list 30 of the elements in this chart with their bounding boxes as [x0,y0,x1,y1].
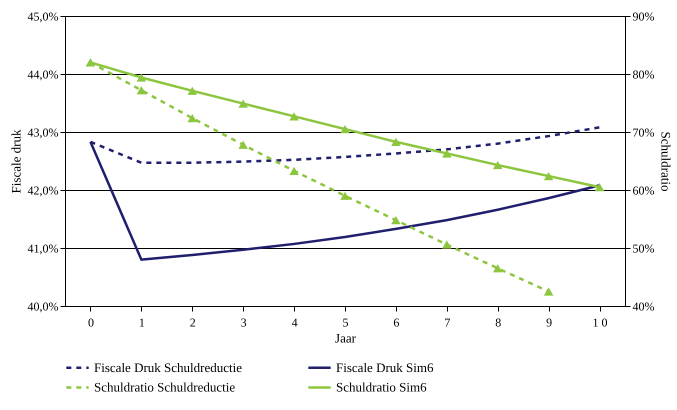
x-tick-label: 2 [190,316,196,330]
y2-tick-label: 40% [632,300,654,314]
y-tick-label: 41,0% [28,242,58,256]
legend-label: Fiscale Druk Sim6 [336,360,434,375]
y2-axis-title: Schuldratio [658,132,674,192]
x-tick-label: 5 [342,316,348,330]
x-axis-title: Jaar [335,330,357,346]
x-tick-label: 6 [393,316,400,330]
y-tick-label: 43,0% [28,126,58,140]
legend-label: Schuldratio Sim6 [336,380,428,394]
y-tick-label: 45,0% [28,10,58,24]
x-tick-label: 1 0 [592,316,608,330]
x-tick-label: 4 [292,316,298,330]
x-tick-label: 3 [240,316,247,330]
x-tick-label: 1 [138,316,145,330]
x-tick-label: 8 [495,316,502,330]
x-tick-label: 0 [88,316,94,330]
y-tick-label: 44,0% [28,68,58,82]
x-tick-label: 7 [444,316,450,330]
y2-tick-label: 60% [632,184,654,198]
x-tick-label: 9 [546,316,552,330]
y2-tick-label: 50% [632,242,654,256]
y-tick-label: 40,0% [28,300,58,314]
y2-tick-label: 70% [632,126,654,140]
y2-tick-label: 80% [632,68,654,82]
y-tick-label: 42,0% [28,184,58,198]
legend-label: Schuldratio Schuldreductie [94,380,236,394]
y-axis-title: Fiscale druk [8,129,24,194]
y2-tick-label: 90% [632,10,654,24]
legend-label: Fiscale Druk Schuldreductie [94,360,242,375]
